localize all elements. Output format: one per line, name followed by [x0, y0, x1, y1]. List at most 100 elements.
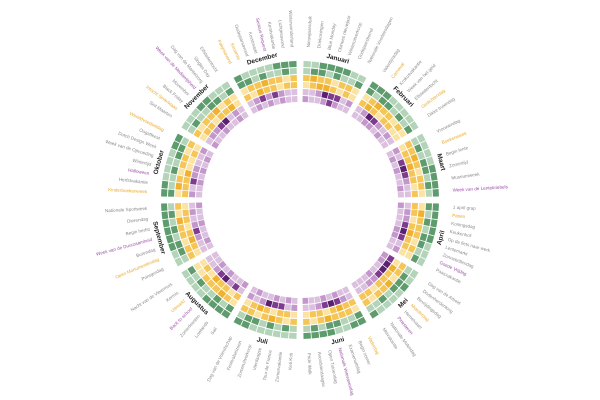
heatmap-cell [280, 61, 289, 69]
heatmap-cell [181, 121, 191, 131]
heatmap-cell [382, 90, 392, 101]
heatmap-cell [186, 229, 194, 237]
heatmap-cell [384, 111, 394, 121]
heatmap-cell [388, 264, 397, 273]
heatmap-cell [311, 331, 320, 339]
heatmap-cell [241, 111, 249, 120]
heatmap-cell [409, 176, 417, 184]
heatmap-cell [356, 277, 364, 286]
heatmap-cell [319, 98, 327, 106]
heatmap-cell [258, 297, 267, 306]
month-label: April [436, 230, 447, 246]
heatmap-cell [278, 90, 285, 98]
heatmap-cell [168, 203, 175, 211]
heatmap-cell [388, 127, 397, 136]
heatmap-cell [214, 256, 223, 264]
heatmap-cell [331, 79, 340, 87]
heatmap-cell [168, 210, 176, 219]
heatmap-cell [386, 254, 395, 263]
heatmap-cell [395, 152, 403, 161]
heatmap-cell [171, 141, 180, 151]
heatmap-cell [332, 72, 342, 81]
heatmap-cell [403, 265, 413, 275]
heatmap-cell [389, 283, 399, 294]
heatmap-cell [192, 227, 201, 235]
heatmap-cell [379, 274, 389, 284]
heatmap-cell [203, 236, 212, 245]
heatmap-cell [351, 87, 360, 96]
heatmap-cell [396, 214, 403, 221]
heatmap-cell [384, 121, 393, 131]
heatmap-cell [324, 315, 332, 323]
heatmap-cell [303, 332, 312, 339]
heatmap-cell [198, 173, 206, 181]
heatmap-cell [175, 190, 182, 197]
heatmap-cell [425, 189, 432, 197]
heatmap-cell [316, 83, 324, 91]
heatmap-cell [303, 61, 312, 68]
heatmap-cell [251, 74, 260, 83]
heatmap-cell [236, 310, 246, 320]
heatmap-cell [223, 293, 232, 303]
heatmap-cell [384, 269, 393, 279]
month-label: November [183, 83, 211, 111]
heatmap-cell [413, 231, 421, 240]
heatmap-cell [263, 86, 271, 94]
heatmap-cell [342, 106, 350, 114]
heatmap-cell [267, 99, 275, 107]
heatmap-cell [237, 286, 246, 295]
heatmap-cell [255, 288, 264, 297]
heatmap-cell [358, 99, 367, 108]
heatmap-cell [196, 102, 206, 112]
heatmap-cell [414, 247, 423, 257]
heatmap-cell [340, 317, 349, 326]
heatmap-cell [402, 215, 410, 222]
heatmap-cell [303, 318, 310, 325]
heatmap-cell [162, 219, 170, 228]
heatmap-cell [394, 219, 402, 227]
heatmap-cell [174, 240, 183, 249]
heatmap-cell [303, 325, 311, 332]
heatmap-cell [225, 303, 235, 313]
heatmap-cell [197, 123, 207, 132]
heatmap-cell [365, 122, 374, 131]
heatmap-cell [374, 121, 383, 131]
heatmap-cell [229, 298, 238, 307]
heatmap-cell [315, 90, 322, 98]
heatmap-cell [374, 269, 383, 279]
heatmap-cell [368, 97, 377, 107]
event-label: Open Tuinendag [327, 350, 339, 385]
heatmap-cell [187, 265, 197, 275]
heatmap-cell [403, 184, 411, 192]
heatmap-cell [308, 89, 316, 97]
event-label: Week van de Lentekriebels [453, 184, 509, 192]
heatmap-cell [197, 152, 205, 161]
heatmap-cell [317, 76, 325, 84]
heatmap-cell [188, 156, 196, 165]
heatmap-cell [332, 319, 342, 328]
heatmap-cell [177, 168, 185, 176]
heatmap-cell [268, 315, 276, 323]
heatmap-cell [180, 136, 190, 146]
heatmap-cell [393, 167, 401, 175]
heatmap-cell [415, 168, 423, 176]
heatmap-cell [189, 191, 196, 198]
heatmap-cell [201, 117, 211, 127]
month-label: Oktober [153, 149, 166, 175]
heatmap-cell [203, 264, 212, 273]
heatmap-cell [291, 304, 298, 311]
heatmap-cell [386, 242, 394, 250]
heatmap-cell [190, 215, 198, 222]
heatmap-cell [291, 96, 298, 103]
heatmap-cell [360, 282, 369, 292]
heatmap-cell [233, 316, 243, 326]
heatmap-cell [373, 289, 383, 299]
heatmap-cell [196, 202, 203, 209]
heatmap-cell [221, 284, 231, 293]
heatmap-cell [184, 222, 192, 231]
heatmap-cell [187, 125, 197, 135]
heatmap-cell [285, 297, 292, 304]
heatmap-cell [176, 217, 184, 225]
heatmap-cell [261, 291, 269, 299]
heatmap-cell [407, 146, 416, 156]
